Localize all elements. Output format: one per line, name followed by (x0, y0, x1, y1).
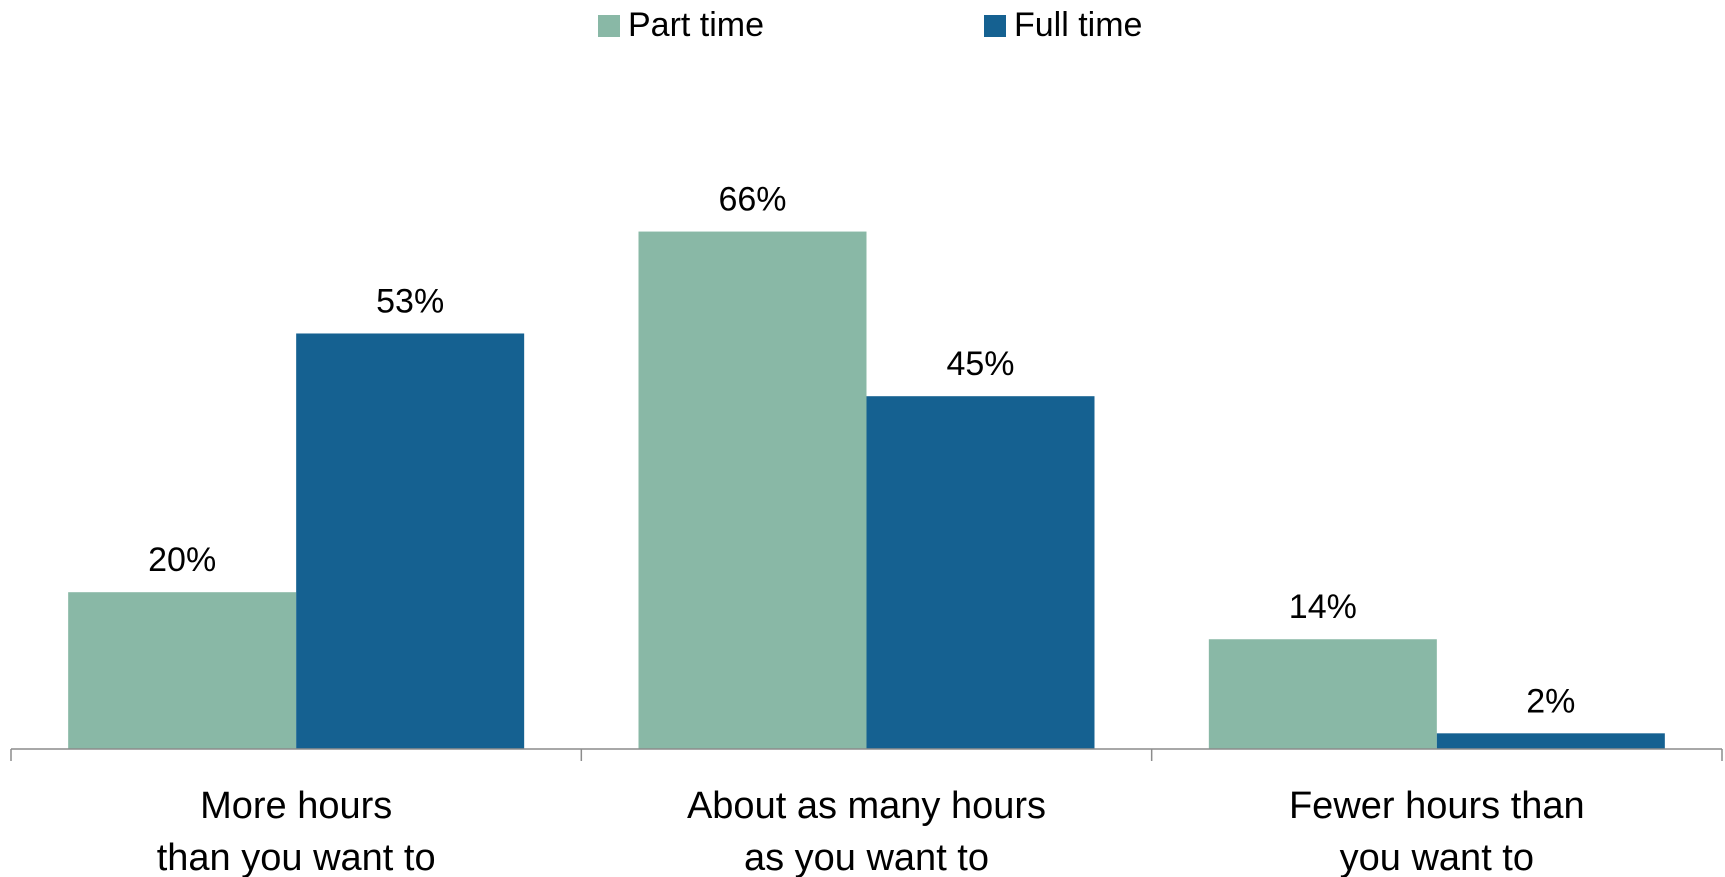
legend-item-part-time: Part time (598, 6, 764, 45)
bar-part-time-1 (638, 231, 867, 749)
legend-swatch-full-time (984, 14, 1006, 37)
data-label-part-time-0: 20% (148, 541, 216, 579)
data-label-part-time-1: 66% (718, 181, 786, 219)
data-label-full-time-0: 53% (376, 282, 444, 320)
data-label-part-time-2: 14% (1289, 588, 1357, 626)
category-label-2-line-0: Fewer hours than (1289, 785, 1585, 827)
category-label-0-line-0: More hours (200, 785, 392, 827)
data-label-full-time-2: 2% (1526, 682, 1575, 720)
legend-label-part-time: Part time (628, 6, 765, 44)
bar-full-time-2 (1436, 733, 1665, 749)
bar-full-time-1 (866, 396, 1095, 749)
bar-part-time-0 (68, 592, 297, 749)
category-label-1-line-1: as you want to (744, 837, 989, 877)
legend-swatch-part-time (598, 14, 620, 37)
category-label-0-line-1: than you want to (157, 837, 436, 877)
category-label-1-line-0: About as many hours (687, 785, 1046, 827)
category-label-2-line-1: you want to (1340, 837, 1534, 877)
bar-full-time-0 (296, 333, 525, 749)
chart-legend: Part time Full time (0, 6, 1725, 46)
legend-label-full-time: Full time (1014, 6, 1143, 44)
legend-item-full-time: Full time (984, 6, 1142, 45)
bar-part-time-2 (1208, 639, 1437, 749)
data-label-full-time-1: 45% (946, 345, 1014, 383)
